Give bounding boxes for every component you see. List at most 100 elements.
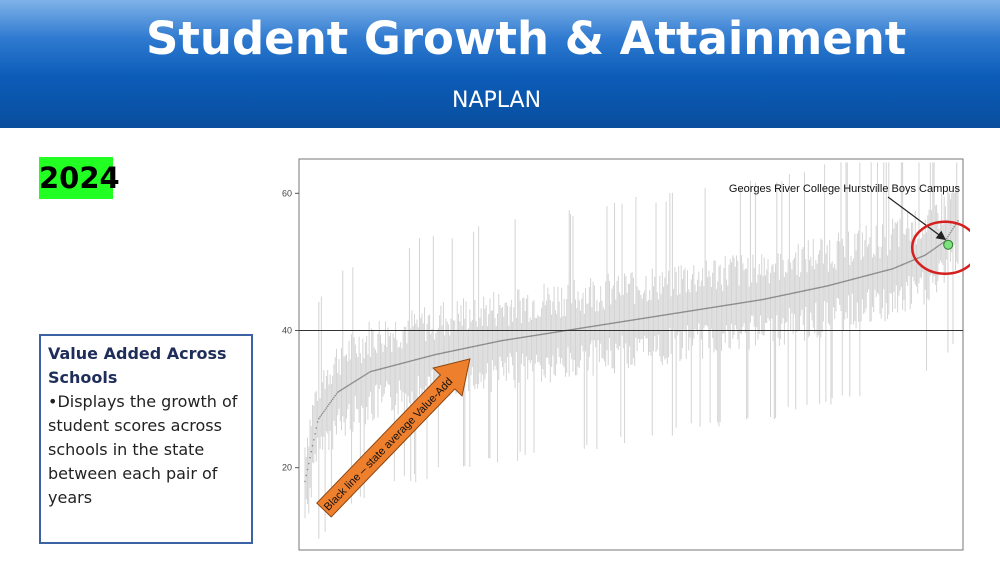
school-estimate-point <box>416 358 418 361</box>
school-estimate-point <box>331 398 334 400</box>
school-estimate-point <box>443 351 446 354</box>
school-estimate-point <box>726 304 729 306</box>
school-estimate-point <box>529 335 532 337</box>
school-estimate-point <box>406 361 408 363</box>
school-estimate-point <box>708 307 710 309</box>
info-heading: Value Added Across Schools <box>48 344 227 387</box>
school-estimate-point <box>460 348 462 350</box>
school-estimate-point <box>466 347 469 349</box>
school-estimate-point <box>816 287 818 289</box>
school-estimate-point <box>760 298 763 301</box>
highlighted-school-label: Georges River College Hurstville Boys Ca… <box>729 183 961 195</box>
school-estimate-point <box>440 352 442 355</box>
school-estimate-point <box>530 335 533 337</box>
school-estimate-point <box>544 332 547 335</box>
school-estimate-point <box>539 333 542 336</box>
school-estimate-point <box>835 282 837 285</box>
school-estimate-point <box>830 284 832 286</box>
school-estimate-point <box>581 327 583 329</box>
school-estimate-point <box>856 277 859 279</box>
school-estimate-point <box>837 282 840 284</box>
school-estimate-point <box>523 336 525 338</box>
school-estimate-point <box>603 323 606 326</box>
school-estimate-point <box>706 307 709 310</box>
school-estimate-point <box>776 295 778 298</box>
school-estimate-point <box>939 243 942 246</box>
school-estimate-point <box>747 301 749 303</box>
school-estimate-point <box>377 368 379 371</box>
school-estimate-point <box>617 321 620 324</box>
school-estimate-point <box>543 333 545 335</box>
school-estimate-point <box>516 337 519 339</box>
school-estimate-point <box>520 336 523 339</box>
school-estimate-point <box>477 344 480 347</box>
school-estimate-point <box>524 336 526 338</box>
school-estimate-point <box>821 286 823 288</box>
school-estimate-point <box>825 285 827 288</box>
school-estimate-point <box>505 339 508 341</box>
school-estimate-point <box>691 309 694 312</box>
school-estimate-point <box>745 301 748 303</box>
school-estimate-point <box>648 316 651 319</box>
school-estimate-point <box>957 219 959 222</box>
school-estimate-point <box>393 364 396 367</box>
highlighted-school-point <box>943 239 954 250</box>
school-estimate-point <box>541 333 544 335</box>
school-estimate-point <box>918 256 920 259</box>
school-estimate-point <box>575 328 578 330</box>
school-estimate-point <box>491 341 494 344</box>
school-estimate-point <box>513 337 515 340</box>
school-estimate-point <box>492 341 495 344</box>
school-estimate-point <box>737 302 739 305</box>
school-estimate-point <box>910 260 913 262</box>
school-estimate-point <box>813 287 816 290</box>
school-estimate-point <box>305 474 308 477</box>
school-estimate-point <box>579 327 582 330</box>
school-estimate-point <box>633 318 636 321</box>
school-estimate-point <box>430 354 432 357</box>
school-estimate-point <box>699 308 701 311</box>
school-estimate-point <box>540 333 543 336</box>
school-estimate-point <box>399 362 402 365</box>
school-estimate-point <box>781 294 783 297</box>
school-estimate-point <box>604 323 607 326</box>
school-estimate-point <box>933 248 935 250</box>
school-estimate-point <box>906 261 909 264</box>
school-estimate-point <box>684 310 686 313</box>
school-estimate-point <box>509 338 511 341</box>
school-estimate-point <box>749 300 752 303</box>
school-estimate-point <box>657 315 660 317</box>
school-estimate-point <box>359 377 362 379</box>
school-estimate-point <box>495 340 498 343</box>
school-estimate-point <box>479 344 481 346</box>
school-estimate-point <box>485 343 487 345</box>
school-estimate-point <box>599 324 602 326</box>
school-estimate-point <box>872 272 875 275</box>
school-estimate-point <box>321 412 324 415</box>
school-estimate-point <box>911 259 914 262</box>
school-estimate-point <box>391 365 393 367</box>
school-estimate-point <box>885 269 888 272</box>
school-estimate-point <box>928 251 930 254</box>
school-estimate-point <box>774 295 777 298</box>
school-estimate-point <box>426 355 428 358</box>
school-estimate-point <box>438 352 441 355</box>
school-estimate-point <box>753 300 755 302</box>
school-estimate-point <box>881 270 884 273</box>
school-estimate-point <box>758 299 761 301</box>
school-estimate-point <box>685 310 688 313</box>
school-estimate-point <box>757 299 759 302</box>
school-estimate-point <box>952 227 954 230</box>
school-estimate-point <box>773 296 776 298</box>
school-estimate-point <box>886 269 889 271</box>
school-estimate-point <box>630 319 632 322</box>
school-estimate-point <box>552 331 554 334</box>
school-estimate-point <box>680 311 682 314</box>
school-estimate-point <box>625 320 627 322</box>
school-estimate-point <box>402 362 404 364</box>
school-estimate-point <box>510 338 513 340</box>
school-estimate-point <box>730 303 733 306</box>
school-estimate-point <box>950 229 953 232</box>
school-estimate-point <box>875 272 878 274</box>
school-estimate-point <box>348 384 350 386</box>
